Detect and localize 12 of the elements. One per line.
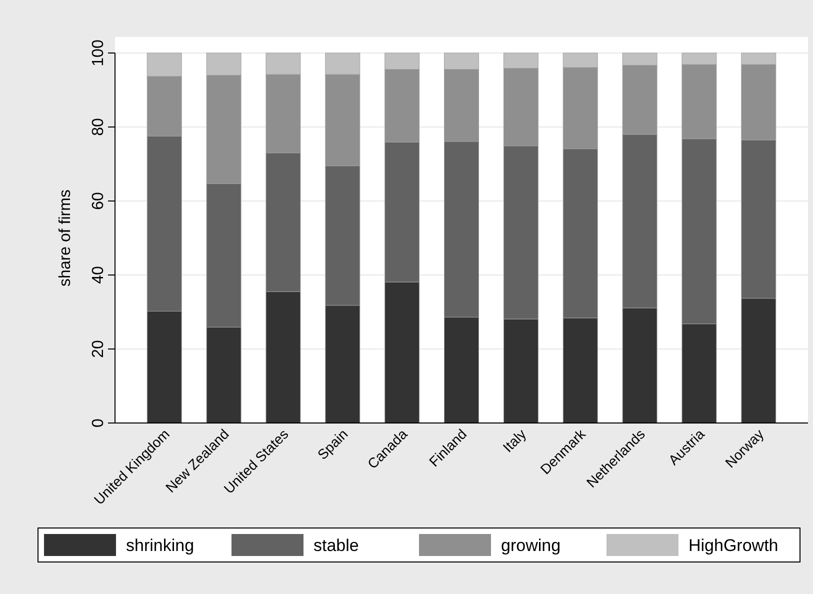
y-tick-label: 40	[90, 266, 107, 284]
legend-label: growing	[501, 536, 561, 555]
y-tick-label: 0	[90, 418, 107, 428]
y-axis-title: share of firms	[57, 190, 74, 286]
y-tick-label: 100	[90, 40, 107, 66]
legend-label: shrinking	[126, 536, 194, 555]
legend-label: stable	[314, 536, 359, 555]
x-tick-label: Italy	[500, 426, 530, 456]
y-tick-label: 20	[90, 340, 107, 358]
y-tick-label: 60	[90, 192, 107, 210]
y-tick-label: 80	[90, 118, 107, 136]
legend-label: HighGrowth	[688, 536, 778, 555]
